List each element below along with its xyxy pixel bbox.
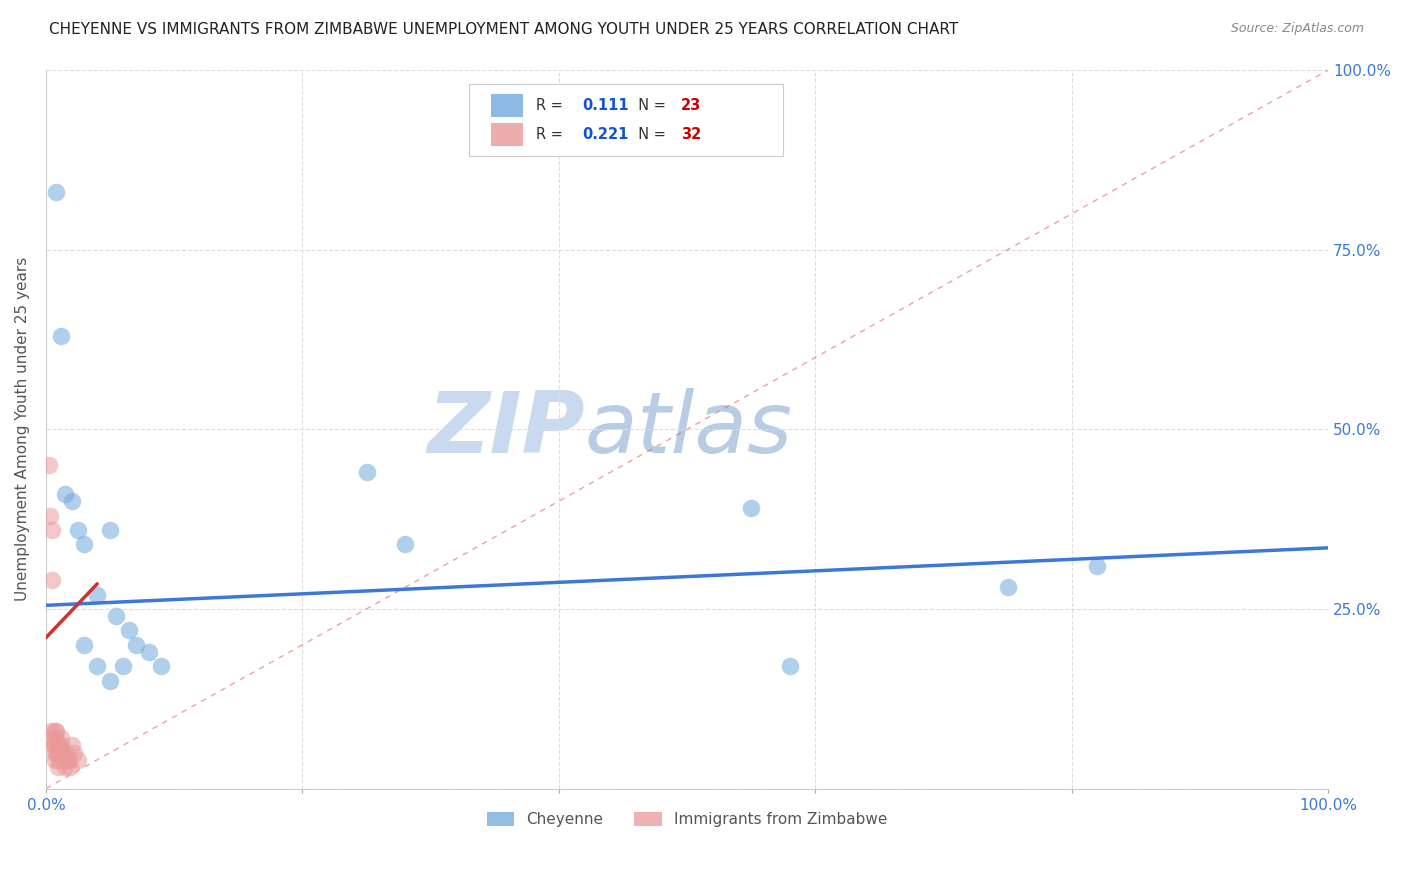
Point (51, 739, 73, 753)
Legend: Cheyenne, Immigrants from Zimbabwe: Cheyenne, Immigrants from Zimbabwe (479, 804, 894, 835)
Point (98, 523, 121, 537)
Point (51, 329, 73, 343)
Text: R =: R = (536, 98, 567, 113)
Point (45, 731, 67, 746)
Point (56, 753, 79, 767)
Point (60, 494, 83, 508)
Text: N =: N = (630, 98, 671, 113)
Point (53, 760, 76, 774)
FancyBboxPatch shape (491, 123, 523, 146)
Point (48, 739, 70, 753)
Point (105, 609, 128, 624)
Point (49, 746, 72, 760)
Text: Source: ZipAtlas.com: Source: ZipAtlas.com (1230, 22, 1364, 36)
Point (66, 753, 89, 767)
Point (60, 739, 83, 753)
Point (45, 724, 67, 739)
Point (150, 659, 173, 673)
Point (39, 724, 62, 739)
Point (44, 724, 66, 739)
Y-axis label: Unemployment Among Youth under 25 years: Unemployment Among Youth under 25 years (15, 257, 30, 601)
Point (53, 487, 76, 501)
Point (356, 466, 378, 480)
Point (66, 523, 89, 537)
Point (138, 645, 160, 659)
Point (98, 673, 121, 688)
FancyBboxPatch shape (491, 95, 523, 118)
Point (59, 760, 82, 774)
Point (86, 588, 108, 602)
Point (45, 746, 67, 760)
Point (58, 753, 80, 767)
Point (38, 458, 60, 473)
Point (86, 659, 108, 673)
Text: 23: 23 (681, 98, 702, 113)
Point (41, 523, 63, 537)
Text: CHEYENNE VS IMMIGRANTS FROM ZIMBABWE UNEMPLOYMENT AMONG YOUTH UNDER 25 YEARS COR: CHEYENNE VS IMMIGRANTS FROM ZIMBABWE UNE… (49, 22, 959, 37)
Text: R =: R = (536, 128, 567, 142)
Point (394, 537, 416, 551)
Point (42, 739, 65, 753)
Point (55, 746, 77, 760)
Point (48, 746, 70, 760)
Point (740, 501, 762, 516)
Point (52, 746, 75, 760)
Point (997, 580, 1019, 594)
Text: 0.221: 0.221 (582, 128, 628, 142)
Point (42, 739, 65, 753)
Point (48, 753, 70, 767)
Point (46, 739, 69, 753)
Text: atlas: atlas (585, 388, 793, 471)
Point (779, 659, 801, 673)
Point (41, 573, 63, 587)
Point (44, 746, 66, 760)
Point (63, 746, 86, 760)
Point (73, 537, 96, 551)
Text: ZIP: ZIP (427, 388, 585, 471)
Point (52, 753, 75, 767)
Text: 32: 32 (681, 128, 702, 142)
Point (46, 760, 69, 774)
Point (73, 638, 96, 652)
Point (125, 638, 148, 652)
Point (1085, 558, 1108, 573)
Point (45, 185, 67, 199)
Point (41, 731, 63, 746)
Point (51, 731, 73, 746)
Point (44, 753, 66, 767)
FancyBboxPatch shape (470, 85, 783, 156)
Point (38, 508, 60, 523)
Point (118, 624, 141, 638)
Text: 0.111: 0.111 (582, 98, 628, 113)
Text: N =: N = (630, 128, 671, 142)
Point (111, 659, 134, 673)
